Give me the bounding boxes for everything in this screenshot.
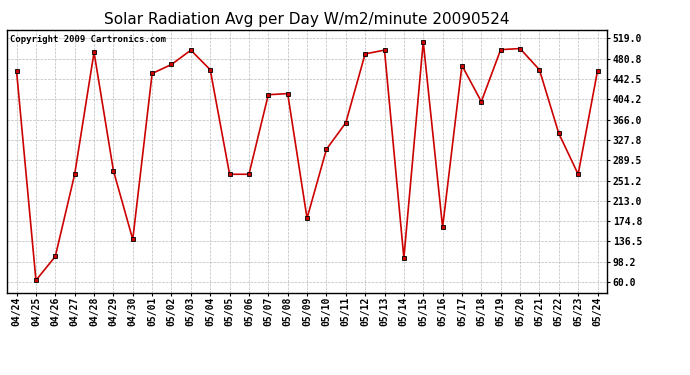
- Text: Copyright 2009 Cartronics.com: Copyright 2009 Cartronics.com: [10, 35, 166, 44]
- Title: Solar Radiation Avg per Day W/m2/minute 20090524: Solar Radiation Avg per Day W/m2/minute …: [104, 12, 510, 27]
